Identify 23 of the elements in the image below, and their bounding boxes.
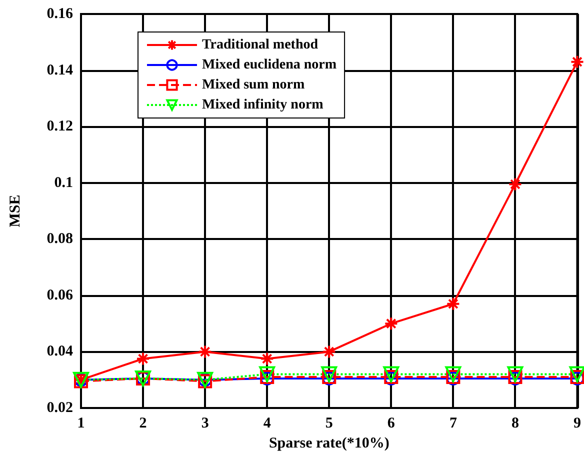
x-tick-label: 9	[574, 416, 581, 432]
legend-label: Mixed infinity norm	[202, 98, 324, 112]
y-tick-label: 0.12	[46, 118, 73, 135]
legend-label: Mixed euclidena norm	[202, 58, 337, 72]
legend-label: Mixed sum norm	[202, 78, 305, 92]
x-tick-label: 8	[511, 416, 519, 432]
y-tick-label: 0.08	[46, 231, 73, 248]
x-tick-label: 1	[77, 416, 85, 432]
x-tick-label: 3	[201, 416, 209, 432]
legend-label: Traditional method	[202, 38, 318, 52]
x-axis-title: Sparse rate(*10%)	[268, 435, 390, 452]
x-tick-label: 5	[325, 416, 333, 432]
x-tick-label: 4	[263, 416, 272, 432]
x-tick-label: 7	[449, 416, 458, 432]
y-tick-label: 0.02	[46, 400, 73, 416]
y-tick-label: 0.1	[54, 174, 73, 191]
x-tick-label: 6	[387, 416, 396, 432]
y-tick-label: 0.04	[46, 344, 74, 360]
y-tick-label: 0.06	[46, 287, 74, 304]
y-tick-label: 0.14	[46, 62, 74, 78]
y-axis-title: MSE	[8, 194, 24, 228]
y-tick-label: 0.16	[46, 6, 74, 22]
x-tick-label: 2	[139, 416, 147, 432]
